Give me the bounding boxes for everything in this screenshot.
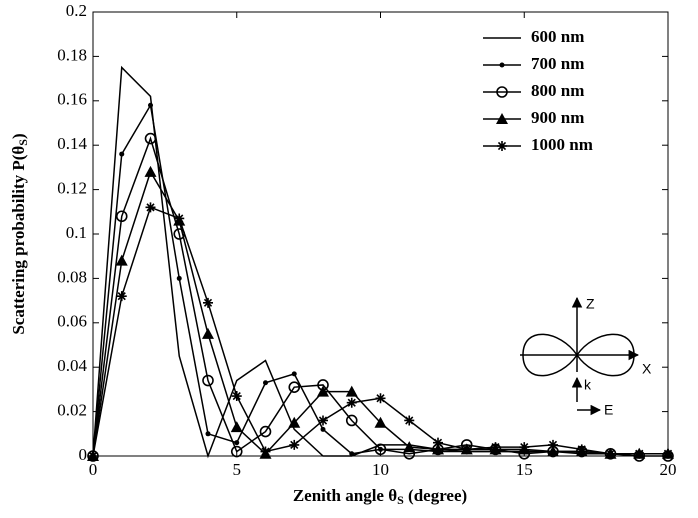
y-tick-label: 0.2 [66,1,87,20]
y-tick-label: 0 [79,445,88,464]
data-point [289,439,300,450]
y-tick-label: 0.16 [57,90,87,109]
legend-marker [496,86,508,98]
data-point [345,414,358,427]
data-point [663,448,673,459]
data-point [176,275,182,281]
x-tick-label: 15 [516,460,533,479]
x-label-sub: S [397,493,404,507]
data-point [115,210,128,223]
data-point [119,151,125,157]
data-point [291,371,297,377]
inset-label: k [584,377,592,393]
y-tick-label: 0.02 [57,401,87,420]
y-tick-label: 0.12 [57,179,87,198]
data-point [230,445,243,458]
data-point [288,381,301,393]
x-tick-label: 5 [233,460,242,479]
data-point [115,254,128,266]
y-tick-label: 0.04 [57,356,87,375]
x-tick-label: 10 [372,460,389,479]
data-point [576,444,587,455]
data-point [403,441,416,453]
data-point [148,102,153,108]
data-point [490,442,501,453]
inset-label: E [604,402,613,418]
data-point [519,442,530,453]
data-point [234,440,240,446]
data-point [404,415,415,426]
data-point [174,213,185,224]
data-point [263,380,268,386]
legend-label: 700 nm [531,54,584,73]
data-point [432,443,444,455]
legend-label: 800 nm [531,81,584,100]
legend-label: 900 nm [531,108,584,127]
y-label-sub: S [16,139,30,146]
data-point [317,385,329,397]
data-point [202,327,214,339]
data-point [260,446,271,457]
data-point [433,437,443,448]
data-point [345,385,358,397]
data-point [375,393,386,404]
y-tick-label: 0.06 [57,312,87,331]
x-tick-label: 20 [660,460,677,479]
data-point [202,374,214,387]
y-tick-label: 0.1 [66,223,87,242]
legend-label: 1000 nm [531,135,593,154]
data-point [231,391,242,402]
data-point [374,416,387,428]
y-axis-label: Scattering probability P(θS) [9,133,30,334]
data-point [320,426,326,432]
inset-label: X [642,361,652,377]
y-label-part: ) [9,133,28,139]
data-point [259,425,272,438]
data-point [205,431,211,437]
data-point [346,397,357,408]
data-point [605,448,616,459]
data-point [547,445,559,457]
data-point [634,448,645,459]
data-point [461,444,472,455]
legend-marker [499,62,505,68]
data-point [144,165,157,177]
y-tick-label: 0.18 [57,45,87,64]
series-line [92,136,668,457]
radiation-pattern [522,333,635,377]
y-tick-label: 0.08 [57,267,87,286]
data-point [374,443,387,456]
y-tick-label: 0.14 [57,134,87,153]
x-label-part: Zenith angle θ [293,486,397,505]
data-point [318,415,328,426]
data-point [349,451,355,457]
data-point [230,421,243,433]
data-point [144,132,157,145]
y-label-part: Scattering probability P(θ [9,146,28,335]
inset-diagram [520,296,640,416]
x-axis-label: Zenith angle θS (degree) [293,486,467,507]
legend-marker [496,113,508,124]
data-point [203,297,213,308]
legend-label: 600 nm [531,27,584,46]
data-point [116,291,127,302]
data-point [88,451,98,461]
inset-label: Z [586,296,595,312]
x-tick-label: 0 [89,460,98,479]
x-label-part: (degree) [404,486,467,505]
data-point [145,202,156,213]
data-point [288,416,301,428]
legend-marker [497,141,507,151]
data-point [548,439,558,450]
